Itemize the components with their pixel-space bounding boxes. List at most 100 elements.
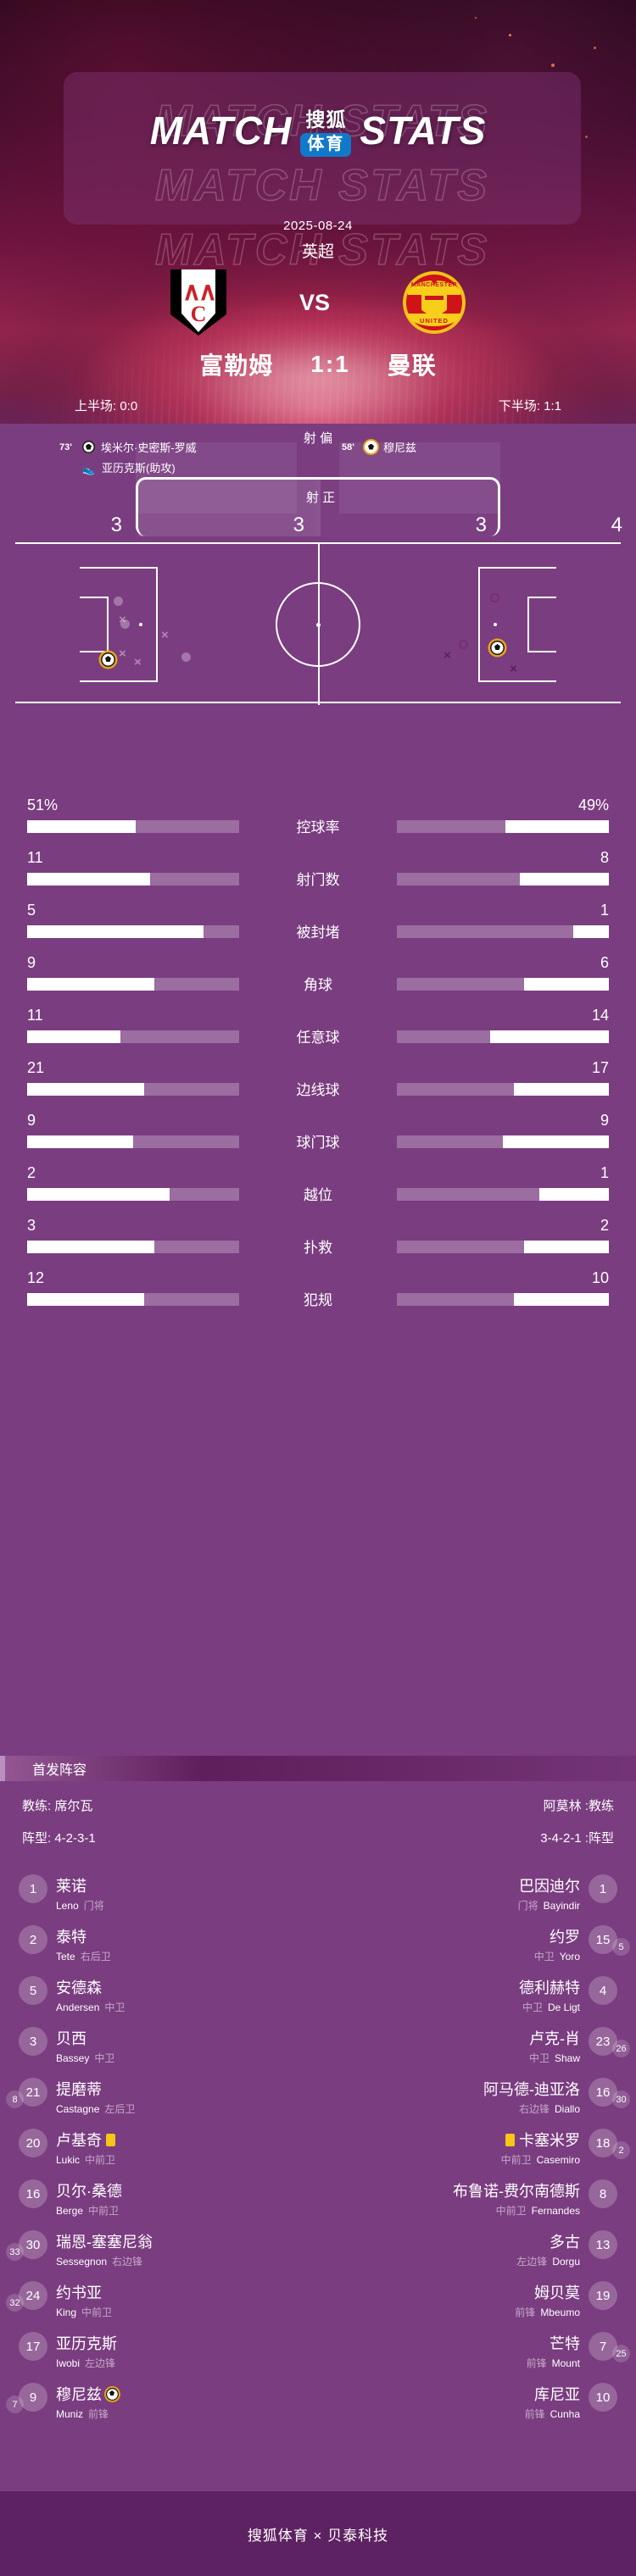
lineup-row: 17 亚历克斯 Iwobi 左边锋 7 25 芒特 前锋 Mount	[0, 2325, 636, 2376]
player-number: 17	[19, 2332, 47, 2361]
player-info: 安德森 Andersen 中卫	[56, 1976, 125, 2014]
home-player: 5 安德森 Andersen 中卫	[19, 1976, 125, 2014]
player-number-wrap: 4	[589, 1976, 617, 2005]
shot-marker	[120, 619, 130, 629]
substitute-number: 33	[6, 2243, 24, 2261]
stat-value-away: 14	[591, 1007, 609, 1024]
player-position: 右后卫	[80, 1951, 111, 1963]
player-info: 莱诺 Leno 门将	[56, 1874, 104, 1913]
player-list: 1 莱诺 Leno 门将 1 巴因迪尔 门将 Bayindir 2 泰特 Tete 右后卫 15 5 约罗中…	[0, 1868, 636, 2427]
stat-value-home: 51%	[27, 797, 59, 813]
player-info: 芒特前锋 Mount	[527, 2332, 580, 2370]
home-goal-list: 73' 埃米尔·史密斯-罗威 亚历克斯(助攻)	[59, 439, 318, 480]
player-number-wrap: 1	[589, 1874, 617, 1903]
player-name-cn: 库尼亚	[534, 2386, 580, 2403]
goal-minute: 58'	[342, 441, 354, 452]
player-name-en: Iwobi	[56, 2357, 81, 2369]
player-position: 门将	[83, 1900, 104, 1912]
player-number: 10	[589, 2383, 617, 2412]
stat-value-away: 6	[600, 954, 609, 971]
football-icon	[106, 2387, 119, 2401]
coach-row: 教练: 席尔瓦 阿莫林 :教练	[0, 1796, 636, 1814]
player-number: 1	[19, 1874, 47, 1903]
player-number: 24	[19, 2281, 47, 2310]
player-position: 左边锋	[85, 2357, 116, 2369]
player-name-cn: 贝尔·桑德	[56, 2183, 122, 2200]
player-name-en: Berge	[56, 2204, 84, 2217]
player-meta: 中卫 Yoro	[534, 1949, 580, 1963]
lineup-row: 21 8 提磨蒂 Castagne 左后卫 16 30 阿马德-迪亚洛 右边锋 Diallo	[0, 2071, 636, 2122]
player-number-wrap: 30 33	[6, 2230, 47, 2261]
assist-icon	[82, 462, 96, 474]
player-name-en: Yoro	[559, 1950, 580, 1963]
lineup-row: 9 7 穆尼兹 Muniz 前锋 10 库尼亚 前锋 Cunha	[0, 2376, 636, 2427]
stat-row: 11 14 任意球	[27, 1007, 609, 1059]
player-info: 卡塞米罗 中前卫 Casemiro	[501, 2129, 580, 2167]
stat-bar-home	[27, 873, 239, 886]
player-number: 5	[19, 1976, 47, 2005]
stat-label: 控球率	[296, 819, 340, 836]
player-number-wrap: 10	[589, 2383, 617, 2412]
player-number-wrap: 19	[589, 2281, 617, 2310]
player-number-wrap: 2	[19, 1925, 47, 1954]
home-player: 17 亚历克斯 Iwobi 左边锋	[19, 2332, 117, 2370]
stat-value-home: 2	[27, 1164, 36, 1181]
player-number: 30	[19, 2230, 47, 2259]
player-meta: 中前卫 Fernandes	[496, 2203, 580, 2218]
player-number: 16	[19, 2179, 47, 2208]
player-name-cn: 穆尼兹	[56, 2383, 119, 2405]
sohu-sports-badge: 体育	[300, 133, 352, 157]
shot-count-on-left: 3	[293, 514, 304, 536]
hero-title: MATCH 搜狐 体育 STATS	[0, 103, 636, 157]
player-name-en: De Ligt	[547, 2001, 580, 2013]
away-formation: 3-4-2-1 :阵型	[540, 1831, 614, 1846]
home-player: 2 泰特 Tete 右后卫	[19, 1925, 111, 1963]
player-meta: Muniz 前锋	[56, 2407, 119, 2421]
vs-label: VS	[298, 289, 331, 315]
player-number: 21	[19, 2078, 47, 2107]
player-meta: 中卫 De Ligt	[522, 2000, 580, 2014]
stat-value-home: 9	[27, 1112, 36, 1129]
lineup-row: 3 贝西 Bassey 中卫 23 26 卢克-肖 中卫 Shaw	[0, 2020, 636, 2071]
player-name-en: Fernandes	[531, 2204, 580, 2217]
player-name-cn: 巴因迪尔	[519, 1878, 580, 1895]
football-icon	[82, 441, 95, 453]
player-number: 19	[589, 2281, 617, 2310]
player-position: 右边锋	[112, 2256, 143, 2268]
home-player: 16 贝尔·桑德 Berge 中前卫	[19, 2179, 122, 2218]
stat-row: 21 17 边线球	[27, 1059, 609, 1112]
goal-assist: 亚历克斯(助攻)	[102, 462, 176, 475]
player-info: 约罗 中卫 Yoro	[534, 1925, 580, 1963]
stat-value-home: 3	[27, 1217, 36, 1234]
stat-bar-away	[397, 1188, 609, 1201]
player-info: 提磨蒂 Castagne 左后卫	[56, 2078, 135, 2116]
stat-bar-away	[397, 1083, 609, 1096]
stat-bar-home	[27, 1083, 239, 1096]
player-meta: Tete 右后卫	[56, 1949, 111, 1963]
player-number-wrap: 1	[19, 1874, 47, 1903]
away-player: 7 25 芒特 前锋 Mount	[527, 2332, 630, 2370]
fulham-crest-icon: ∧∧ C	[170, 269, 226, 336]
player-position: 中前卫	[500, 2154, 532, 2166]
player-name-en: Castagne	[56, 2102, 100, 2115]
player-number-wrap: 3	[19, 2027, 47, 2056]
hero-card: MATCH STATS MATCH STATS MATCH STATS	[64, 72, 581, 275]
lineup-row: 16 贝尔·桑德 Berge 中前卫 8 布鲁诺-费尔南德斯 中前卫 Fernandes	[0, 2173, 636, 2223]
player-meta: 前锋 Mount	[527, 2356, 580, 2370]
lineup-row: 20 卢基奇 Lukic 中前卫 18 2 卡塞米罗 中前卫 Casemiro	[0, 2122, 636, 2173]
player-info: 库尼亚 前锋 Cunha	[525, 2383, 580, 2421]
stat-value-home: 21	[27, 1059, 45, 1076]
ghost-text-2: MATCH STATS	[154, 160, 490, 211]
stat-label: 越位	[304, 1187, 332, 1203]
stat-value-away: 10	[591, 1269, 609, 1286]
away-player: 19 姆贝莫 前锋 Mbeumo	[515, 2281, 617, 2319]
player-position: 门将	[517, 1900, 538, 1912]
stat-row: 9 6 角球	[27, 954, 609, 1007]
match-info: 2025-08-24 英超	[0, 219, 636, 262]
player-name-cn: 芒特	[550, 2335, 580, 2352]
player-info: 贝尔·桑德 Berge 中前卫	[56, 2179, 122, 2218]
stat-bar-away	[397, 1135, 609, 1148]
player-name-en: Mount	[551, 2357, 580, 2369]
lineup-header: 首发阵容	[0, 1756, 636, 1781]
